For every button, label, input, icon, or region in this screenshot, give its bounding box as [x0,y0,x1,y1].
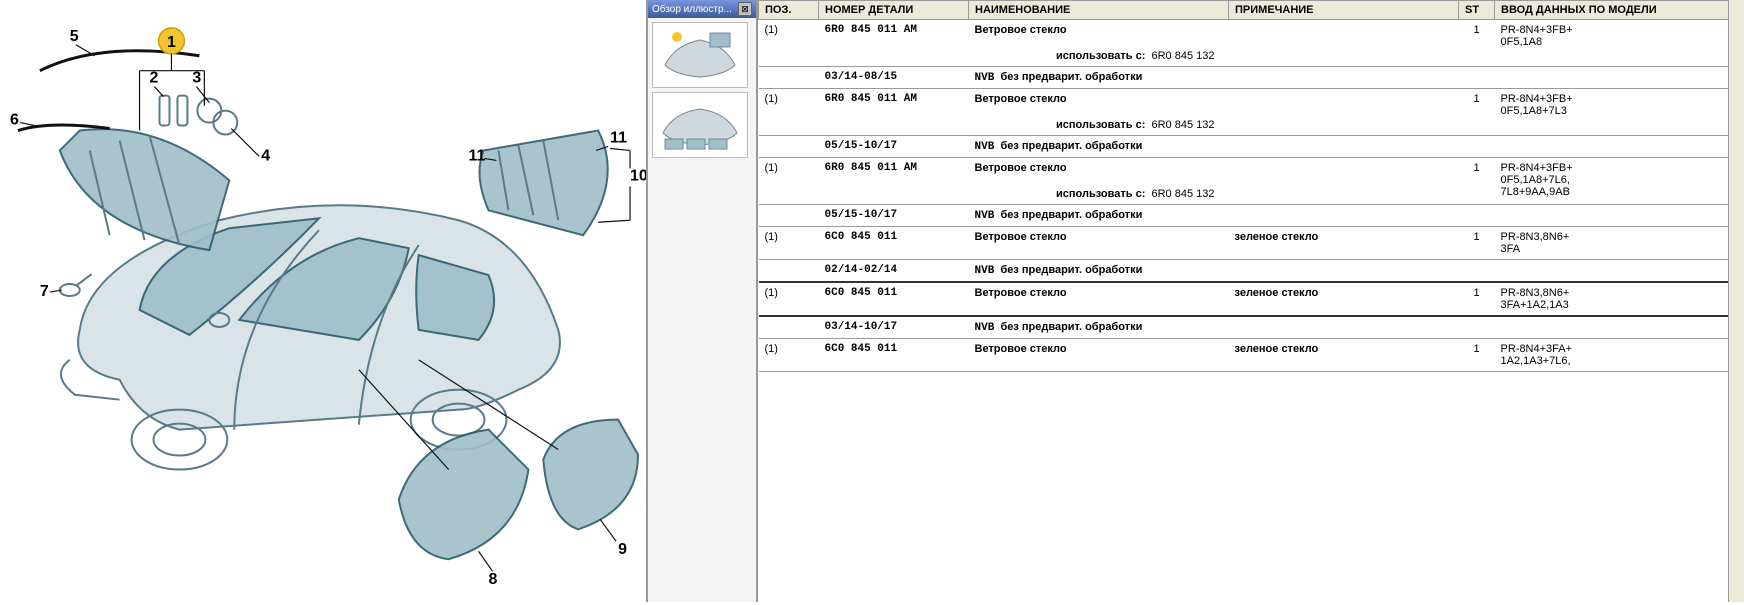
cell-note [1229,89,1459,136]
cell-name: Ветровое стеклоиспользовать с: 6R0 845 1… [969,89,1229,136]
vertical-scrollbar[interactable] [1728,0,1744,602]
cell-note: зеленое стекло [1229,227,1459,260]
table-sub-row[interactable]: 05/15-10/17NVB без предварит. обработки [759,136,1744,158]
diagram-pane[interactable]: 1 5 2 3 4 6 7 11 11 10 8 9 [0,0,648,602]
col-name[interactable]: НАИМЕНОВАНИЕ [969,1,1229,20]
cell-name: Ветровое стекло [969,227,1229,260]
table-header-row: ПОЗ. НОМЕР ДЕТАЛИ НАИМЕНОВАНИЕ ПРИМЕЧАНИ… [759,1,1744,20]
callout-1[interactable]: 1 [167,34,176,51]
cell-part-number: 6C0 845 011 [819,227,969,260]
cell-st: 1 [1459,227,1495,260]
cell-pos: (1) [759,158,819,205]
thumbnail-item[interactable] [652,22,748,88]
cell-part-number: 6R0 845 011 AM [819,20,969,67]
thumbnail-list[interactable] [648,18,756,602]
parts-table-pane[interactable]: ПОЗ. НОМЕР ДЕТАЛИ НАИМЕНОВАНИЕ ПРИМЕЧАНИ… [758,0,1744,602]
cell-pos: (1) [759,20,819,67]
cell-name: Ветровое стеклоиспользовать с: 6R0 845 1… [969,20,1229,67]
cell-part-number: 6C0 845 011 [819,339,969,372]
cell-date-range: 03/14-08/15 [819,67,969,89]
cell-model: PR-8N4+3FA+ 1A2,1A3+7L6, [1495,339,1744,372]
cell-model: PR-8N4+3FB+ 0F5,1A8+7L3 [1495,89,1744,136]
cell-sub-name: NVB без предварит. обработки [969,136,1229,158]
callout-10[interactable]: 10 [630,167,646,184]
table-sub-row[interactable]: 02/14-02/14NVB без предварит. обработки [759,260,1744,283]
parts-table: ПОЗ. НОМЕР ДЕТАЛИ НАИМЕНОВАНИЕ ПРИМЕЧАНИ… [758,0,1744,372]
callout-9[interactable]: 9 [618,541,627,558]
thumbnail-panel: Обзор иллюстр... ⊠ [648,0,758,602]
cell-model: PR-8N4+3FB+ 0F5,1A8+7L6, 7L8+9AA,9AB [1495,158,1744,205]
thumbnail-item[interactable] [652,92,748,158]
cell-name: Ветровое стеклоиспользовать с: 6R0 845 1… [969,158,1229,205]
table-row[interactable]: (1)6R0 845 011 AMВетровое стеклоиспользо… [759,20,1744,67]
cell-name: Ветровое стекло [969,282,1229,316]
thumbnail-panel-header[interactable]: Обзор иллюстр... ⊠ [648,0,756,18]
callout-7[interactable]: 7 [40,283,49,300]
table-row[interactable]: (1)6R0 845 011 AMВетровое стеклоиспользо… [759,89,1744,136]
cell-part-number: 6R0 845 011 AM [819,89,969,136]
cell-pos: (1) [759,282,819,316]
callout-11b[interactable]: 11 [610,129,627,146]
callout-4[interactable]: 4 [261,147,270,164]
table-row[interactable]: (1)6R0 845 011 AMВетровое стеклоиспользо… [759,158,1744,205]
cell-part-number: 6R0 845 011 AM [819,158,969,205]
callout-5[interactable]: 5 [70,28,79,45]
cell-note: зеленое стекло [1229,339,1459,372]
col-pos[interactable]: ПОЗ. [759,1,819,20]
cell-sub-name: NVB без предварит. обработки [969,260,1229,283]
cell-st: 1 [1459,89,1495,136]
table-row[interactable]: (1)6C0 845 011Ветровое стеклозеленое сте… [759,339,1744,372]
cell-st: 1 [1459,282,1495,316]
cell-pos: (1) [759,339,819,372]
col-model[interactable]: ВВОД ДАННЫХ ПО МОДЕЛИ [1495,1,1744,20]
cell-name: Ветровое стекло [969,339,1229,372]
cell-sub-name: NVB без предварит. обработки [969,316,1229,339]
app-root: 1 5 2 3 4 6 7 11 11 10 8 9 [0,0,1744,602]
callout-8[interactable]: 8 [488,571,497,588]
cell-model: PR-8N4+3FB+ 0F5,1A8 [1495,20,1744,67]
table-sub-row[interactable]: 05/15-10/17NVB без предварит. обработки [759,205,1744,227]
cell-model: PR-8N3,8N6+ 3FA [1495,227,1744,260]
cell-sub-name: NVB без предварит. обработки [969,205,1229,227]
table-sub-row[interactable]: 03/14-08/15NVB без предварит. обработки [759,67,1744,89]
cell-date-range: 05/15-10/17 [819,136,969,158]
callout-3[interactable]: 3 [192,70,201,87]
cell-pos: (1) [759,227,819,260]
parts-diagram: 1 5 2 3 4 6 7 11 11 10 8 9 [0,0,646,602]
cell-st: 1 [1459,20,1495,67]
table-sub-row[interactable]: 03/14-10/17NVB без предварит. обработки [759,316,1744,339]
callout-2[interactable]: 2 [150,70,159,87]
cell-part-number: 6C0 845 011 [819,282,969,316]
cell-st: 1 [1459,158,1495,205]
cell-note [1229,20,1459,67]
cell-st: 1 [1459,339,1495,372]
cell-date-range: 02/14-02/14 [819,260,969,283]
cell-model: PR-8N3,8N6+ 3FA+1A2,1A3 [1495,282,1744,316]
cell-date-range: 05/15-10/17 [819,205,969,227]
callout-6[interactable]: 6 [10,112,19,129]
col-part[interactable]: НОМЕР ДЕТАЛИ [819,1,969,20]
cell-note [1229,158,1459,205]
table-row[interactable]: (1)6C0 845 011Ветровое стеклозеленое сте… [759,227,1744,260]
cell-sub-name: NVB без предварит. обработки [969,67,1229,89]
col-note[interactable]: ПРИМЕЧАНИЕ [1229,1,1459,20]
thumbnail-panel-title: Обзор иллюстр... [652,4,732,15]
col-st[interactable]: ST [1459,1,1495,20]
callout-11a[interactable]: 11 [469,147,486,164]
close-icon[interactable]: ⊠ [738,2,752,16]
cell-note: зеленое стекло [1229,282,1459,316]
cell-date-range: 03/14-10/17 [819,316,969,339]
table-row[interactable]: (1)6C0 845 011Ветровое стеклозеленое сте… [759,282,1744,316]
cell-pos: (1) [759,89,819,136]
